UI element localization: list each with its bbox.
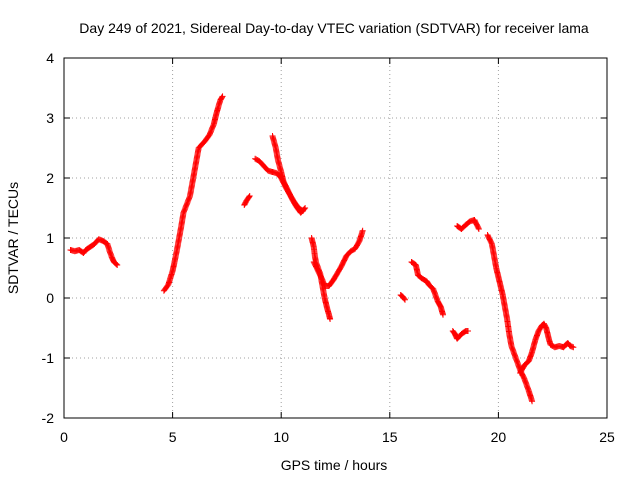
data-point bbox=[570, 344, 577, 351]
x-tick-label: 20 bbox=[491, 429, 507, 445]
chart-title: Day 249 of 2021, Sidereal Day-to-day VTE… bbox=[79, 20, 589, 36]
x-axis-label: GPS time / hours bbox=[281, 457, 388, 473]
x-tick-label: 0 bbox=[60, 429, 68, 445]
data-point bbox=[529, 398, 536, 405]
data-point bbox=[246, 193, 253, 199]
y-tick-label: 0 bbox=[46, 290, 54, 306]
data-point bbox=[440, 311, 447, 318]
y-tick-label: -2 bbox=[42, 410, 55, 426]
y-tick-label: 2 bbox=[46, 170, 54, 186]
y-axis-label: SDTVAR / TECUs bbox=[5, 182, 21, 294]
x-tick-label: 15 bbox=[382, 429, 398, 445]
series-sdtvar bbox=[67, 93, 577, 405]
data-point bbox=[219, 94, 226, 101]
x-tick-label: 10 bbox=[273, 429, 289, 445]
data-point bbox=[302, 205, 309, 211]
x-tick-label: 5 bbox=[169, 429, 177, 445]
y-tick-label: 1 bbox=[46, 230, 54, 246]
data-point bbox=[464, 328, 471, 334]
data-point bbox=[359, 227, 366, 234]
data-point bbox=[401, 295, 408, 302]
data-point bbox=[475, 224, 482, 231]
y-tick-label: -1 bbox=[42, 350, 55, 366]
data-point bbox=[475, 226, 482, 232]
data-point bbox=[113, 261, 120, 268]
ticks: 0 5 10 15 20 25 -2 -1 0 1 2 3 4 bbox=[42, 50, 615, 445]
data-point bbox=[246, 193, 253, 200]
data-point bbox=[402, 296, 409, 303]
x-tick-label: 25 bbox=[599, 429, 615, 445]
data-point bbox=[301, 205, 308, 212]
data-point bbox=[219, 93, 226, 100]
y-tick-label: 3 bbox=[46, 110, 54, 126]
data-point bbox=[114, 262, 121, 268]
data-point bbox=[327, 316, 334, 322]
y-tick-label: 4 bbox=[46, 50, 54, 66]
